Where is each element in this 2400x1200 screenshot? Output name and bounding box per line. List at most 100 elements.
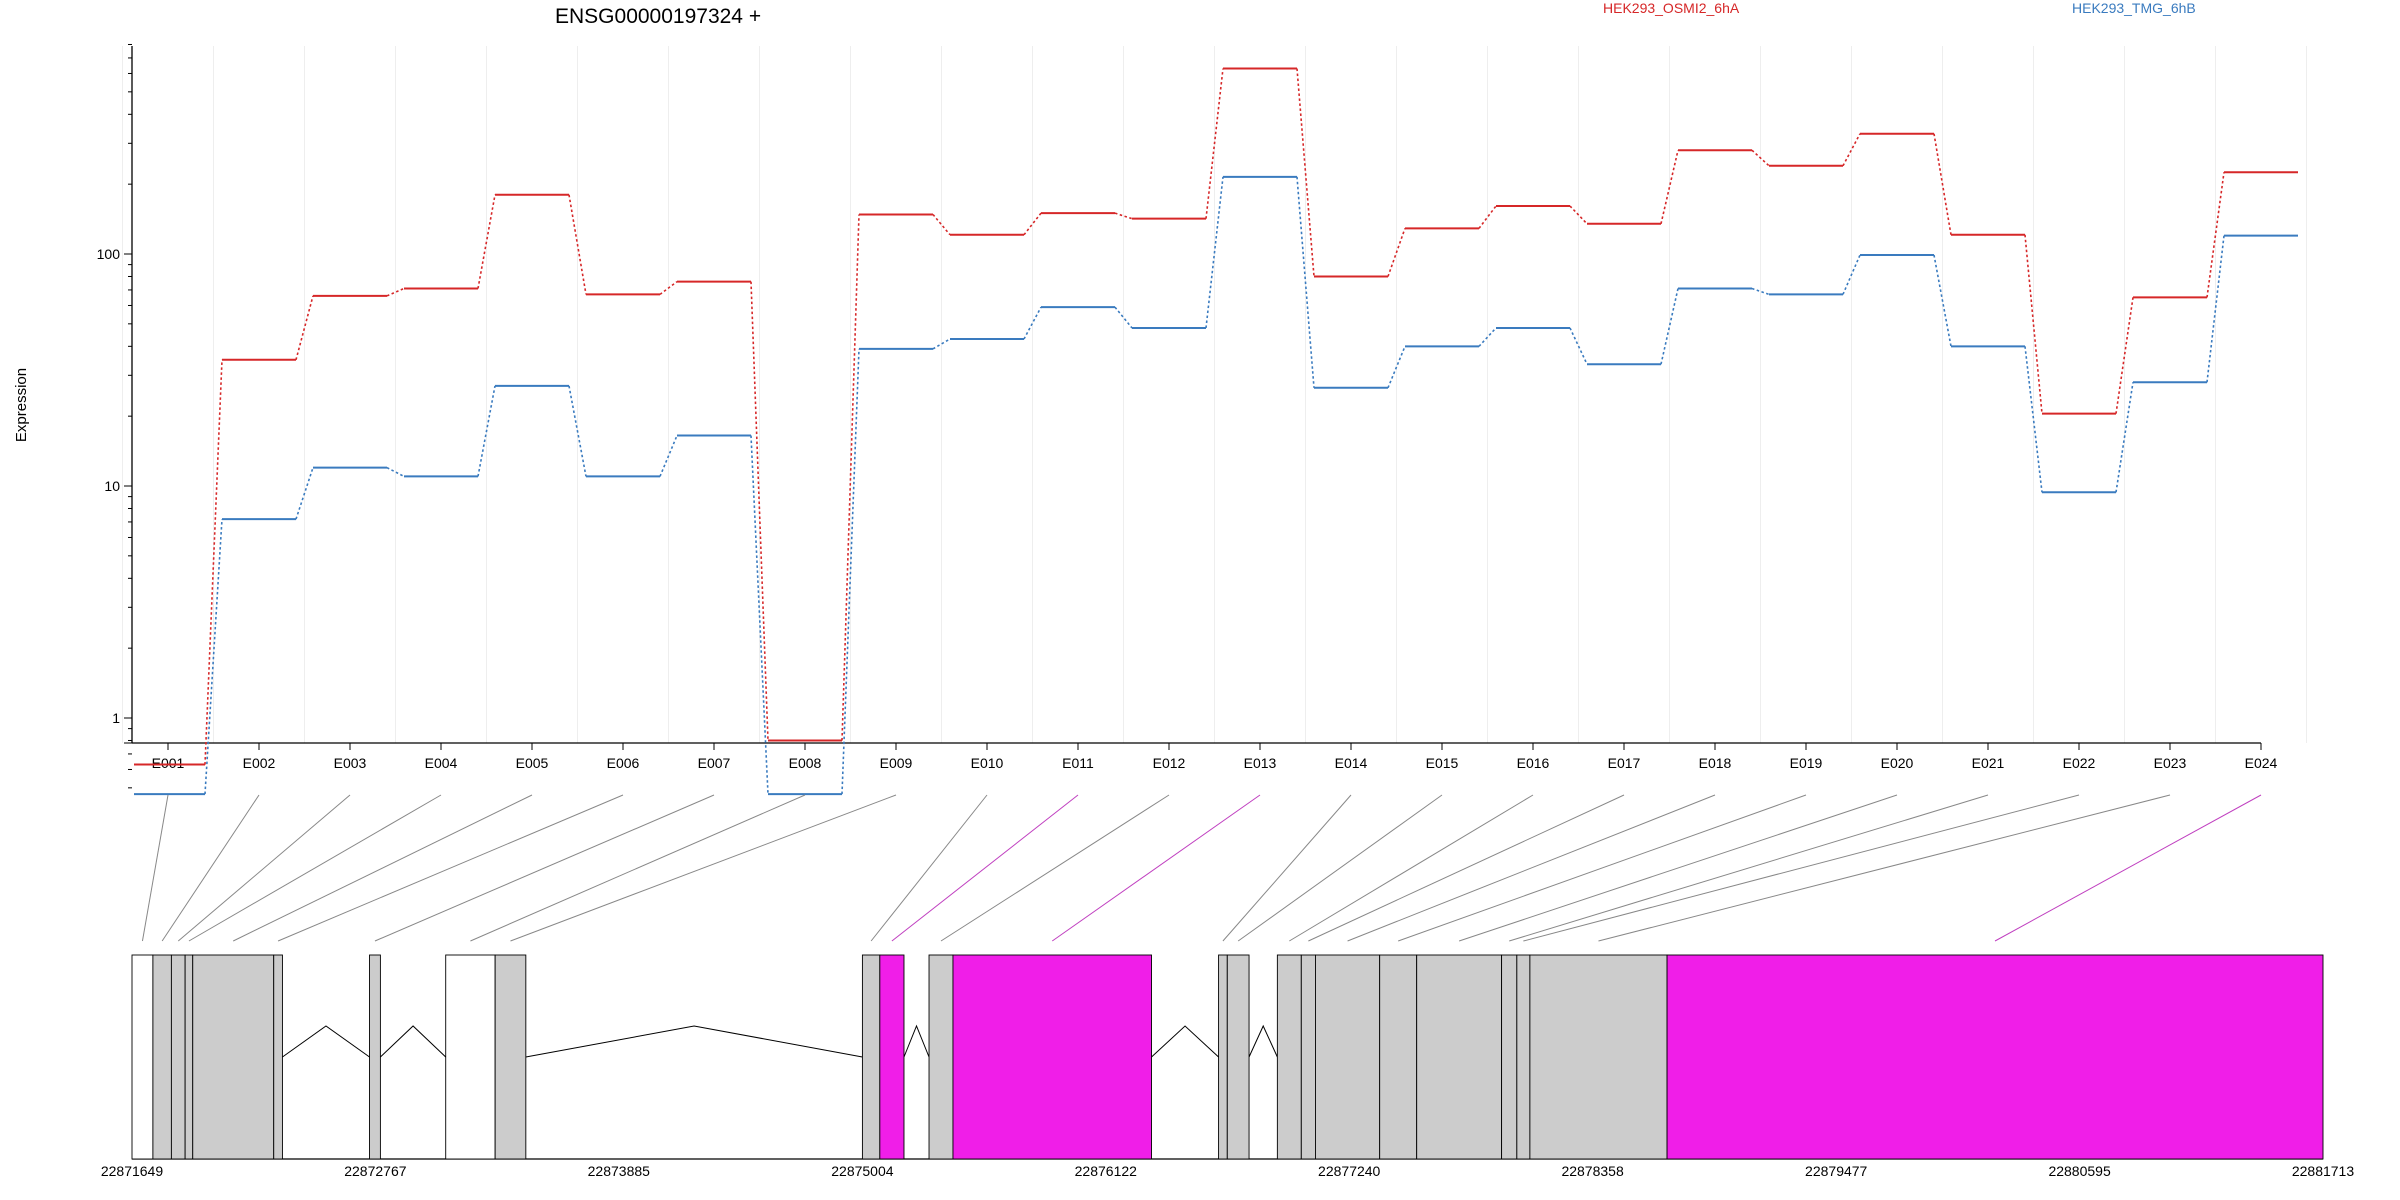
x-tick-label: E002 <box>243 755 276 771</box>
series-2-connector <box>1842 254 1861 295</box>
series-2-connector <box>1478 327 1497 347</box>
series-1-connector <box>1933 133 1952 235</box>
exon-box-e009 <box>494 954 527 1160</box>
exon-connector-line <box>1994 794 2262 942</box>
exon-connector-line <box>161 794 260 942</box>
x-tick-label: E003 <box>334 755 367 771</box>
exon-box-e018 <box>1315 954 1381 1160</box>
genomic-coordinate-label: 22872767 <box>344 1163 407 1179</box>
x-tick-label: E005 <box>516 755 549 771</box>
exon-box-e019 <box>1379 954 1418 1160</box>
exon-box-e006 <box>273 954 283 1160</box>
exon-connector-line <box>940 794 1170 942</box>
series-2-connector <box>1933 254 1952 347</box>
exon-box-e007 <box>369 954 381 1160</box>
x-tick-label: E012 <box>1153 755 1186 771</box>
series-2-connector <box>1296 176 1315 388</box>
gene-model: 22871649 22872767 22873885 22875004 22876122… <box>101 794 2355 1179</box>
exon-connector-line <box>1523 794 2080 942</box>
exon-box-e001 <box>131 954 154 1160</box>
series-2-connector <box>932 338 951 350</box>
y-tick-label: 10 <box>104 478 120 494</box>
series-2-connector <box>659 435 678 477</box>
series-2-connector <box>568 385 587 477</box>
series-1-connector <box>1751 149 1770 167</box>
exon-box-e022 <box>1516 954 1531 1160</box>
exon-box-e021 <box>1501 954 1518 1160</box>
series-1-connector <box>477 194 496 289</box>
exon-box-e015 <box>1226 954 1250 1160</box>
series-2-connector <box>295 467 314 520</box>
x-tick-label: E015 <box>1426 755 1459 771</box>
x-tick-label: E008 <box>789 755 822 771</box>
genomic-coordinate-label: 22880595 <box>2048 1163 2111 1179</box>
x-tick-label: E004 <box>425 755 458 771</box>
intron-line <box>525 1025 863 1058</box>
exon-connector-line <box>891 794 1079 942</box>
series-1-connector <box>750 281 769 741</box>
x-tick-label: E024 <box>2245 755 2278 771</box>
exon-connector-line <box>374 794 715 942</box>
exon-box-e017 <box>1300 954 1316 1160</box>
exon-connector-line <box>141 794 169 942</box>
series-1-connector <box>386 287 405 297</box>
series-1-connector <box>659 281 678 295</box>
exon-connector-line <box>510 794 897 942</box>
x-tick-label: E023 <box>2154 755 2187 771</box>
x-tick-label: E011 <box>1062 755 1094 771</box>
exon-connector-line <box>1458 794 1898 942</box>
series-2-connector <box>841 348 860 795</box>
exon-box-e012 <box>928 954 954 1160</box>
x-tick-label: E001 <box>152 755 185 771</box>
series-1 <box>134 67 2298 766</box>
genomic-coordinate-label: 22875004 <box>831 1163 894 1179</box>
exon-connector-line <box>1509 794 1989 942</box>
x-tick-label: E019 <box>1790 755 1823 771</box>
x-tick-label: E010 <box>971 755 1004 771</box>
exon-box-e003 <box>170 954 186 1160</box>
exon-box-e008 <box>445 954 496 1160</box>
x-tick-label: E020 <box>1881 755 1914 771</box>
genomic-coordinate-label: 22878358 <box>1561 1163 1624 1179</box>
genomic-coordinate-label: 22876122 <box>1075 1163 1138 1179</box>
exon-connector-line <box>1237 794 1443 942</box>
genomic-coordinate-label: 22881713 <box>2292 1163 2355 1179</box>
exon-connector-line <box>188 794 442 942</box>
series-2-connector <box>1114 306 1133 329</box>
exon-connector-line <box>1222 794 1352 942</box>
series-2-connector <box>1387 346 1406 389</box>
x-tick-label: E013 <box>1244 755 1277 771</box>
x-tick-label: E017 <box>1608 755 1641 771</box>
x-tick-label: E007 <box>698 755 731 771</box>
series-2 <box>134 175 2298 796</box>
x-tick-label: E006 <box>607 755 640 771</box>
exon-connector-line <box>233 794 533 942</box>
exon-connector-line <box>470 794 806 942</box>
series-2-connector <box>1569 327 1588 365</box>
exon-box-e024 <box>1666 954 2324 1160</box>
series-2-connector <box>1023 306 1042 340</box>
series-2-connector <box>204 519 223 795</box>
y-tick-label: 1 <box>112 710 120 726</box>
intron-line <box>1151 1025 1219 1058</box>
plot-area: 1 10 100 E001 E002 E003 E004 E005 E006 E007 E008 E0… <box>97 43 2307 796</box>
series-1-connector <box>932 213 951 236</box>
series-2-connector <box>386 466 405 478</box>
intron-line <box>380 1025 447 1058</box>
exon-connector-line <box>1308 794 1625 942</box>
series-1-connector <box>2206 172 2225 298</box>
intron-line <box>903 1024 930 1058</box>
x-tick-label: E009 <box>880 755 913 771</box>
exon-connector-line <box>870 794 988 942</box>
exon-connector-line <box>277 794 624 942</box>
exon-connector-line <box>1598 794 2171 942</box>
series-2-connector <box>1205 176 1224 329</box>
exon-box-e005 <box>192 954 275 1160</box>
exon-box-e004 <box>184 954 194 1160</box>
series-1-connector <box>568 194 587 295</box>
exon-box-e011 <box>879 954 905 1160</box>
chart-title: ENSG00000197324 + <box>555 5 761 28</box>
series-2-connector <box>477 385 496 477</box>
exon-box-e002 <box>152 954 172 1160</box>
